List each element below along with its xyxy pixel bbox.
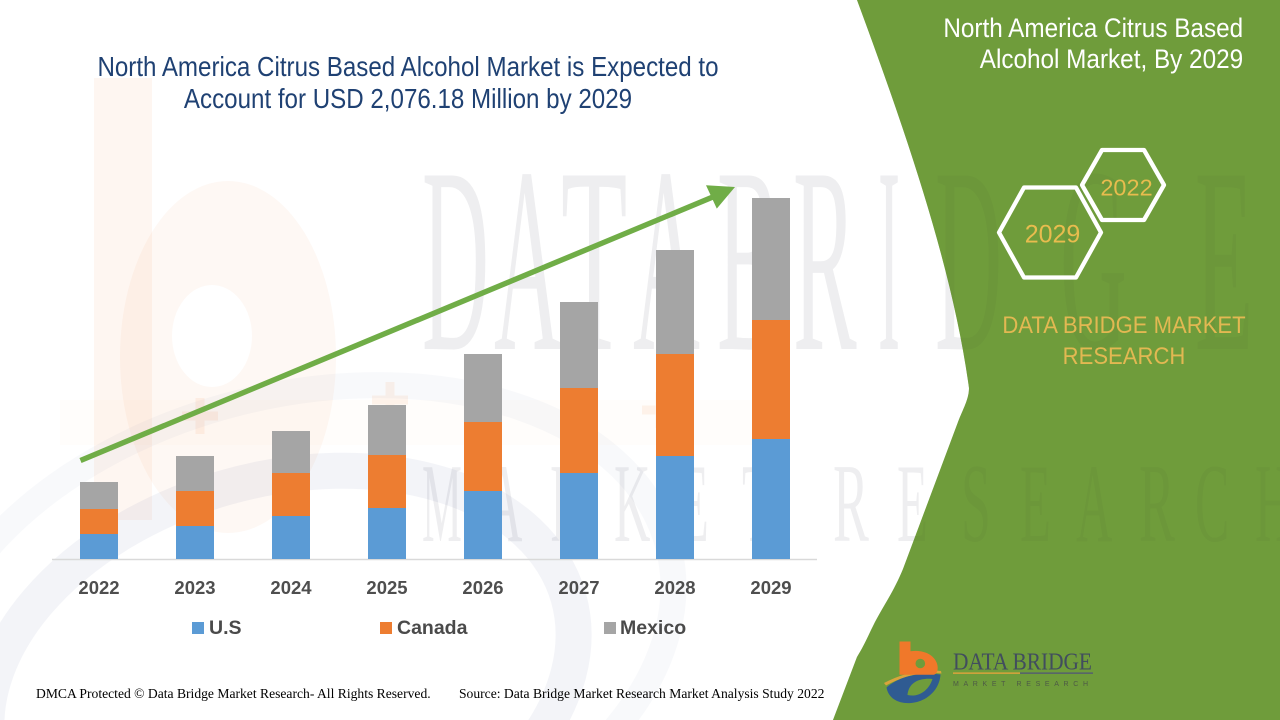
svg-text:2022: 2022: [1100, 175, 1152, 201]
svg-text:K: K: [614, 442, 650, 566]
svg-text:DATA BRIDGE: DATA BRIDGE: [953, 649, 1092, 676]
svg-text:2029: 2029: [1025, 221, 1081, 249]
svg-text:MARKET RESEARCH: MARKET RESEARCH: [953, 681, 1092, 688]
svg-text:R: R: [833, 443, 869, 567]
svg-text:R: R: [793, 115, 857, 408]
svg-text:M: M: [422, 443, 462, 566]
svg-text:A: A: [494, 113, 561, 407]
svg-text:I: I: [878, 113, 900, 407]
